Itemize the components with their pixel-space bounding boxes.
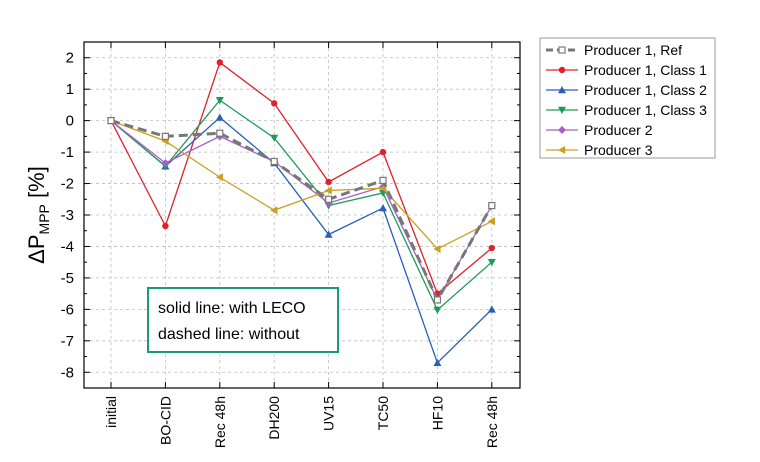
data-point <box>216 129 224 137</box>
y-tick-label: 2 <box>66 50 74 67</box>
data-point <box>379 176 387 184</box>
series-line <box>110 119 494 304</box>
data-point <box>270 134 279 142</box>
series-line <box>110 120 493 302</box>
y-tick-label: -5 <box>61 270 74 287</box>
x-tick-label: Rec 48h <box>484 396 500 448</box>
x-tick-label: HF10 <box>429 396 445 430</box>
series-line <box>110 99 493 312</box>
data-point <box>488 244 495 252</box>
data-point <box>325 195 333 203</box>
x-tick-label: BO-CID <box>157 396 173 445</box>
series-producer-1-ref <box>107 117 496 304</box>
y-tick-label: -8 <box>61 364 74 381</box>
x-tick-label: initial <box>103 396 119 428</box>
annotation-text: solid line: with LECO <box>158 300 306 317</box>
legend-label: Producer 1, Class 1 <box>584 62 707 78</box>
data-point <box>161 132 169 140</box>
data-point <box>433 358 442 367</box>
y-tick-label: -2 <box>61 176 74 193</box>
data-point <box>488 201 496 210</box>
y-axis-label: ΔPMPP [%] <box>24 166 52 264</box>
legend-label: Producer 2 <box>584 122 653 138</box>
data-point <box>161 159 170 168</box>
legend-frame <box>539 37 716 159</box>
series-producer-1-class-1 <box>107 59 495 297</box>
legend-label: Producer 1, Ref <box>584 42 682 58</box>
legend-entry: Producer 1, Class 1 <box>546 62 707 78</box>
series-producer-3 <box>107 116 495 253</box>
data-point <box>487 305 496 313</box>
data-point <box>215 96 224 105</box>
legend-marker <box>558 126 566 134</box>
legend-entry: Producer 1, Ref <box>546 42 682 58</box>
annotation-frame <box>147 287 339 353</box>
x-tick-label: DH200 <box>266 396 282 440</box>
legend-marker <box>558 86 566 94</box>
legend-label: Producer 1, Class 2 <box>584 82 707 98</box>
series-layer <box>107 59 496 367</box>
data-point <box>324 186 332 195</box>
data-point <box>324 230 333 238</box>
data-point <box>379 204 387 212</box>
y-tick-label: -7 <box>61 333 74 350</box>
axes: 2 1 0 -1 -2 -3 -4 -5 -6 -7 -8 initial BO-CID Rec 48h D… <box>24 41 521 448</box>
series-line <box>110 120 493 250</box>
legend-entry: Producer 3 <box>546 142 653 158</box>
y-tick-label: 1 <box>66 81 74 98</box>
legend-marker <box>558 146 566 154</box>
data-point <box>487 217 495 226</box>
y-tick-label: -6 <box>61 301 74 318</box>
x-tick-label: Rec 48h <box>212 396 228 448</box>
annotation-box: solid line: with LECO dashed line: withou… <box>147 287 339 353</box>
data-point <box>215 113 224 121</box>
series-line <box>110 61 493 295</box>
legend-label: Producer 3 <box>584 142 653 158</box>
data-point <box>379 148 387 156</box>
data-point <box>215 173 223 182</box>
data-point <box>325 178 332 186</box>
x-tick-label: UV15 <box>321 396 337 431</box>
data-point <box>433 306 442 314</box>
data-point <box>433 244 441 253</box>
legend-entry: Producer 1, Class 2 <box>546 82 707 98</box>
legend-marker <box>558 66 566 74</box>
data-point <box>107 117 115 125</box>
y-tick-label: -4 <box>61 238 74 255</box>
data-point <box>433 296 441 304</box>
legend-marker <box>558 106 566 114</box>
legend-entry: Producer 1, Class 3 <box>546 102 707 118</box>
data-point <box>270 206 278 215</box>
data-point <box>216 59 223 66</box>
y-tick-label: -1 <box>61 144 74 161</box>
data-point <box>271 100 278 107</box>
x-tick-label: TC50 <box>375 396 391 430</box>
annotation-text: dashed line: without <box>158 326 300 343</box>
legend: Producer 1, Ref Producer 1, Class 1 Produc… <box>539 37 716 159</box>
legend-entry: Producer 2 <box>546 122 653 138</box>
legend-marker <box>558 46 566 54</box>
y-tick-label: -3 <box>61 207 74 224</box>
data-point <box>487 258 496 267</box>
legend-label: Producer 1, Class 3 <box>584 102 707 118</box>
data-point <box>270 157 278 166</box>
y-tick-label: 0 <box>66 113 74 130</box>
data-point <box>162 222 169 230</box>
